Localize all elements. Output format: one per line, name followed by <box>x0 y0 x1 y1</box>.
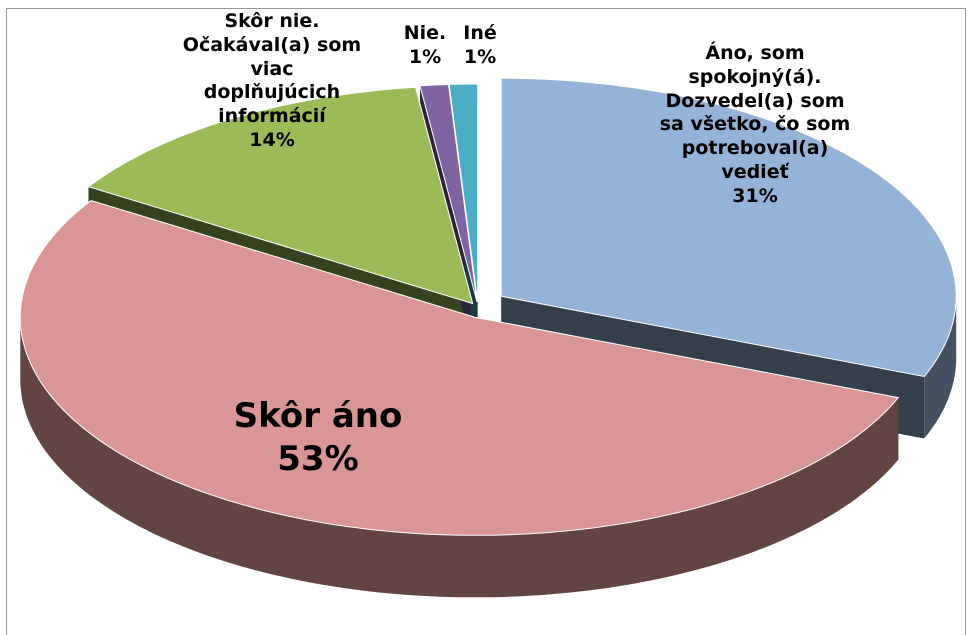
slice-side <box>20 317 899 598</box>
chart-frame <box>6 8 966 635</box>
slice <box>500 77 957 378</box>
slice-label: Iné 1% <box>450 22 510 70</box>
slice <box>419 83 478 303</box>
category-label: Skôr nie. Očakával(a) som viac doplňujúc… <box>182 10 362 127</box>
slice-label: Áno, som spokojný(á). Dozvedel(a) som sa… <box>655 42 855 208</box>
slice <box>19 199 900 536</box>
slice-label: Skôr nie. Očakával(a) som viac doplňujúc… <box>182 10 362 153</box>
value-label: 14% <box>249 128 295 151</box>
slice <box>448 83 479 303</box>
slice-label: Skôr áno 53% <box>188 395 448 480</box>
slice-label: Nie. 1% <box>395 22 455 70</box>
category-label: Iné <box>463 22 497 44</box>
category-label: Áno, som spokojný(á). Dozvedel(a) som sa… <box>659 42 851 183</box>
value-label: 1% <box>408 45 442 68</box>
slice <box>87 86 474 305</box>
value-label: 53% <box>277 438 359 479</box>
category-label: Nie. <box>403 22 447 44</box>
slice-side <box>924 296 957 439</box>
value-label: 31% <box>732 184 778 207</box>
category-label: Skôr áno <box>233 396 403 436</box>
value-label: 1% <box>463 45 497 68</box>
